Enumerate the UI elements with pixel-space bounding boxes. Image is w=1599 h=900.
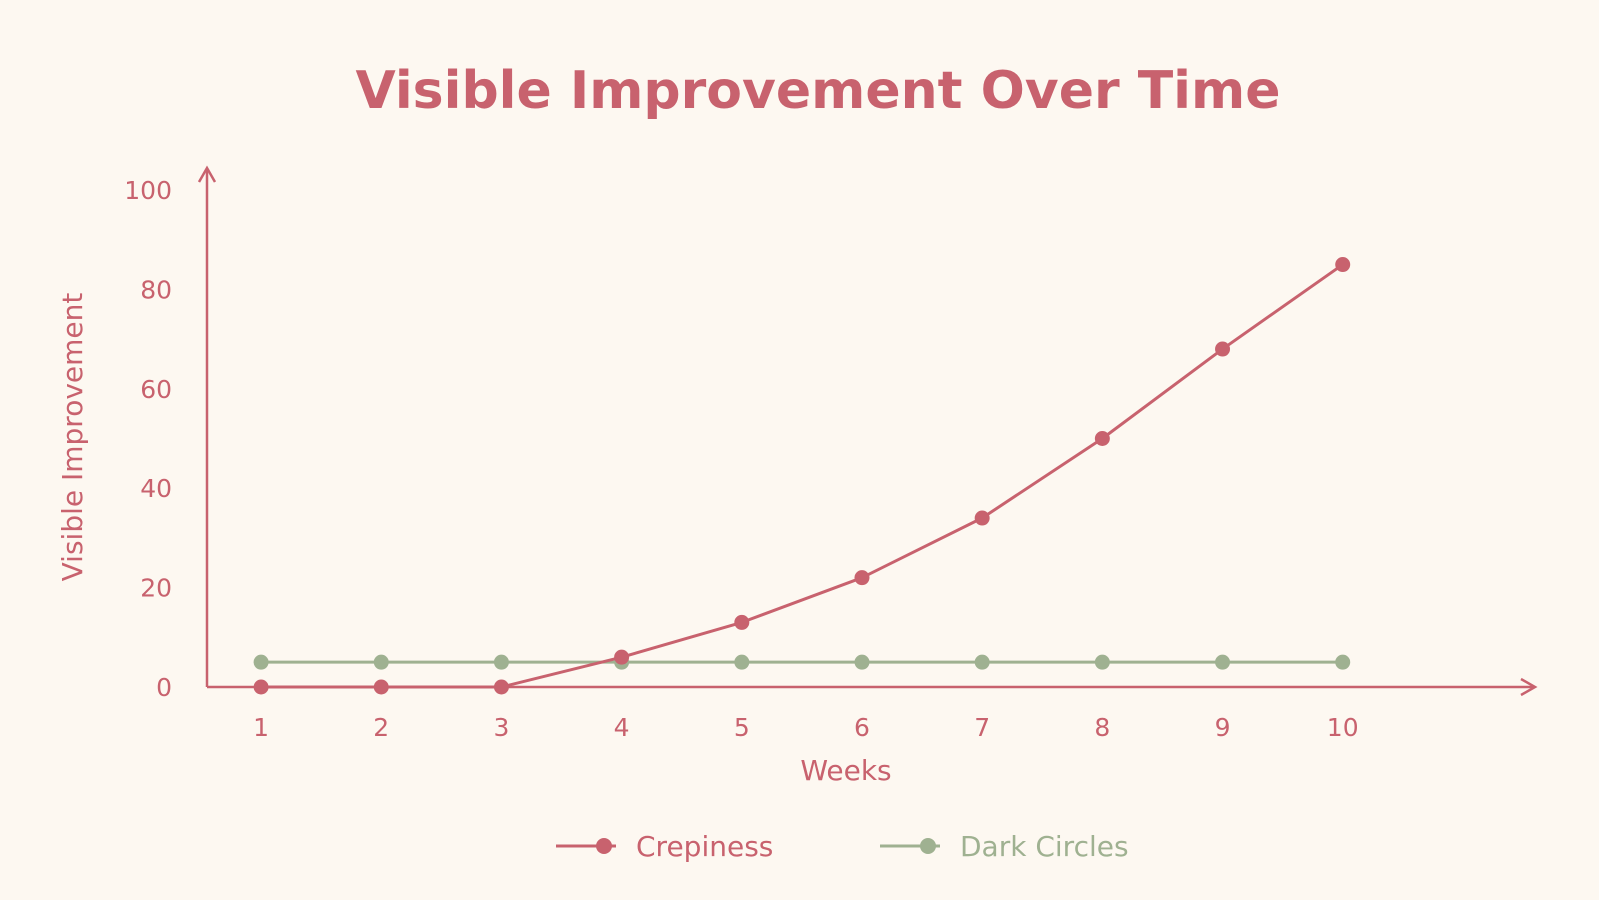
legend-label: Crepiness xyxy=(636,830,773,863)
series-group xyxy=(253,257,1351,695)
dark-circles-point xyxy=(854,654,870,670)
y-tick-label: 20 xyxy=(140,574,172,603)
y-tick-label: 60 xyxy=(140,375,172,404)
legend-item-crepiness: Crepiness xyxy=(556,830,773,863)
series-dark-circles xyxy=(253,654,1351,670)
crepiness-point xyxy=(373,679,389,695)
y-tick-label: 0 xyxy=(156,673,172,702)
x-tick-label: 10 xyxy=(1327,713,1359,742)
series-crepiness xyxy=(253,257,1351,695)
crepiness-point xyxy=(253,679,269,695)
dark-circles-point xyxy=(253,654,269,670)
dark-circles-point xyxy=(1215,654,1231,670)
legend: Crepiness Dark Circles xyxy=(556,830,1129,863)
legend-item-dark-circles: Dark Circles xyxy=(880,830,1129,863)
tick-labels: 0 20 40 60 80 100 1 2 3 4 5 6 7 8 9 10 xyxy=(124,176,1358,742)
x-tick-label: 4 xyxy=(614,713,630,742)
legend-swatch-marker xyxy=(920,838,936,854)
x-axis-title: Weeks xyxy=(800,754,891,787)
chart-title: Visible Improvement Over Time xyxy=(356,61,1281,121)
dark-circles-point xyxy=(373,654,389,670)
crepiness-line xyxy=(259,263,1345,689)
x-tick-label: 2 xyxy=(373,713,389,742)
crepiness-point xyxy=(974,510,990,526)
crepiness-point xyxy=(493,679,509,695)
crepiness-point xyxy=(1215,341,1231,357)
legend-label: Dark Circles xyxy=(960,830,1129,863)
x-tick-label: 3 xyxy=(493,713,509,742)
x-tick-label: 7 xyxy=(974,713,990,742)
y-tick-label: 80 xyxy=(140,275,172,304)
dark-circles-point xyxy=(1094,654,1110,670)
crepiness-point xyxy=(734,614,750,630)
dark-circles-point xyxy=(493,654,509,670)
dark-circles-point xyxy=(974,654,990,670)
dark-circles-point xyxy=(734,654,750,670)
crepiness-point xyxy=(1094,431,1110,446)
crepiness-point xyxy=(1335,257,1351,273)
x-tick-label: 9 xyxy=(1215,713,1231,742)
crepiness-point xyxy=(854,570,870,586)
y-tick-label: 100 xyxy=(124,176,172,205)
x-tick-label: 5 xyxy=(734,713,750,742)
x-axis-arrow xyxy=(1520,677,1538,697)
legend-swatch-marker xyxy=(596,838,612,854)
y-axis-arrow xyxy=(197,165,217,183)
y-tick-label: 40 xyxy=(140,474,172,503)
y-axis-title: Visible Improvement xyxy=(56,293,89,582)
x-tick-label: 6 xyxy=(854,713,870,742)
axes xyxy=(197,165,1538,697)
dark-circles-point xyxy=(1335,654,1351,670)
x-tick-label: 8 xyxy=(1094,713,1110,742)
x-tick-label: 1 xyxy=(253,713,269,742)
crepiness-point xyxy=(614,649,630,665)
